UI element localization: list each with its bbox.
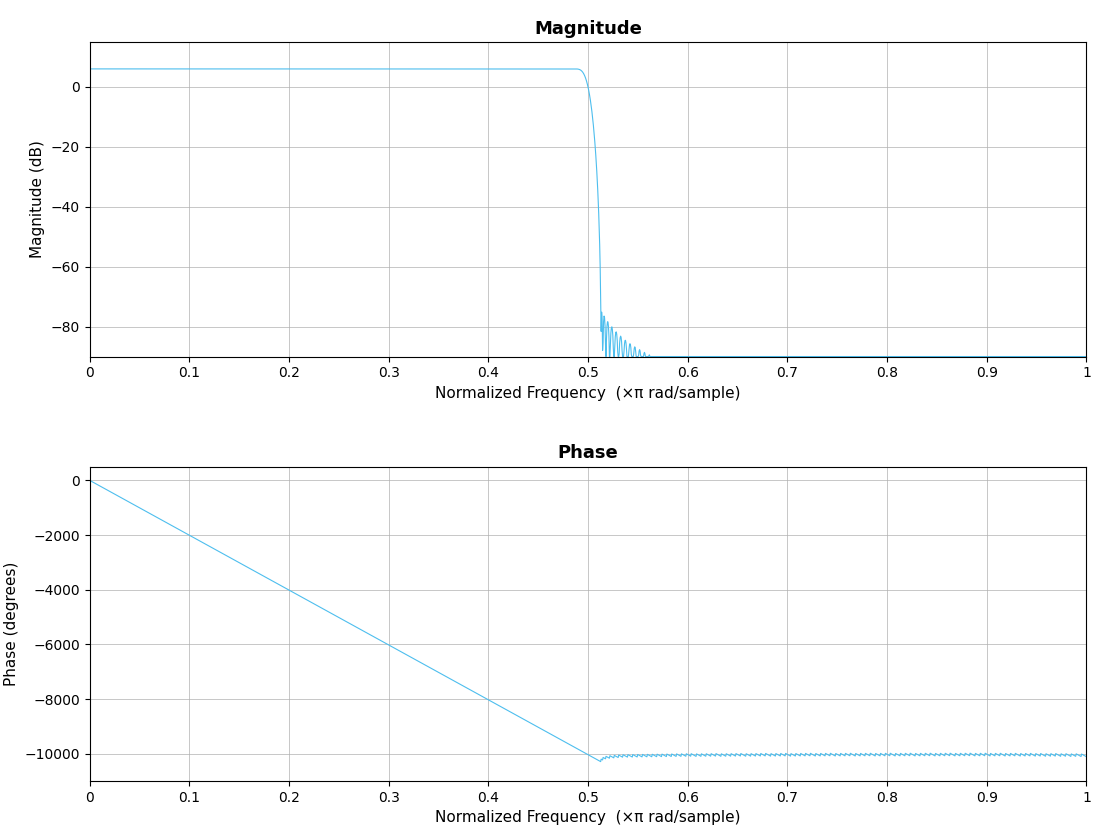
Y-axis label: Magnitude (dB): Magnitude (dB) xyxy=(30,140,45,258)
Y-axis label: Phase (degrees): Phase (degrees) xyxy=(3,562,19,686)
X-axis label: Normalized Frequency  (×π rad/sample): Normalized Frequency (×π rad/sample) xyxy=(436,386,740,401)
X-axis label: Normalized Frequency  (×π rad/sample): Normalized Frequency (×π rad/sample) xyxy=(436,811,740,826)
Title: Phase: Phase xyxy=(558,444,618,462)
Title: Magnitude: Magnitude xyxy=(534,19,642,38)
